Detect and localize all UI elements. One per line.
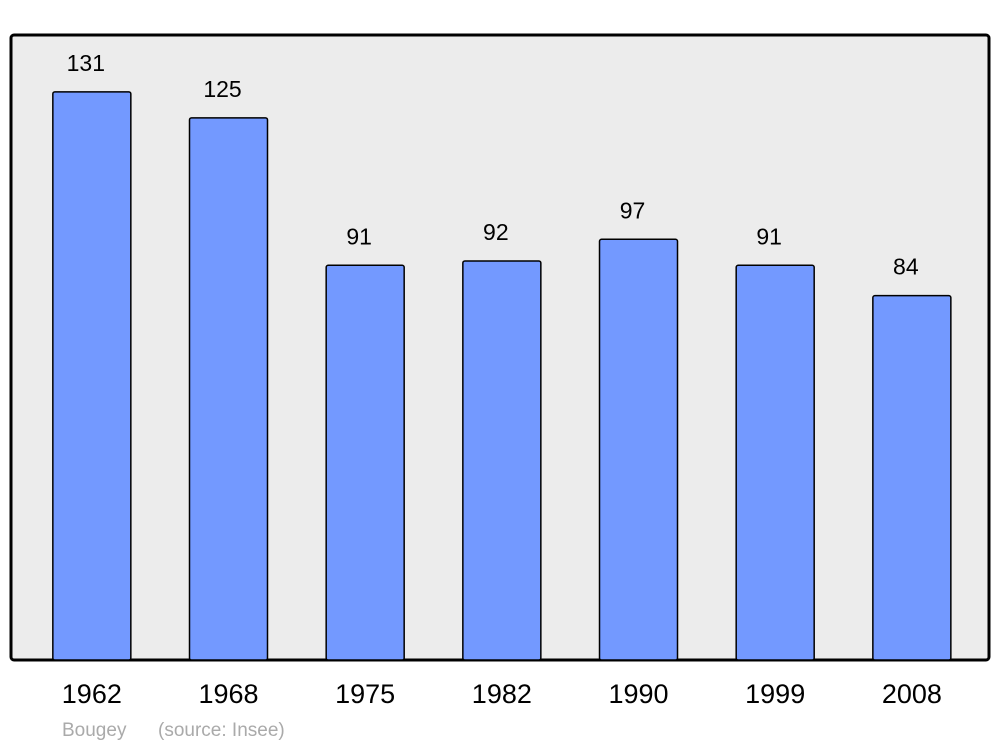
value-label: 84 xyxy=(893,254,919,280)
bar xyxy=(52,91,132,661)
value-label: 91 xyxy=(756,223,782,249)
bar xyxy=(188,117,269,661)
value-label: 92 xyxy=(483,219,509,245)
bar xyxy=(735,264,815,661)
value-label: 131 xyxy=(67,50,105,76)
bar xyxy=(598,238,679,661)
caption-place: Bougey xyxy=(62,720,127,741)
x-tick-label: 2008 xyxy=(882,679,942,709)
x-tick-label: 1962 xyxy=(62,679,122,709)
x-tick-label: 1968 xyxy=(198,679,258,709)
x-tick-label: 1982 xyxy=(472,679,532,709)
bar xyxy=(325,264,405,661)
caption-source: (source: Insee) xyxy=(158,720,285,741)
bar xyxy=(872,294,952,661)
bar xyxy=(462,260,542,661)
x-tick-label: 1975 xyxy=(335,679,395,709)
x-tick-label: 1999 xyxy=(745,679,805,709)
value-label: 97 xyxy=(620,197,646,223)
value-label: 91 xyxy=(346,223,372,249)
value-label: 125 xyxy=(203,76,241,102)
x-tick-label: 1990 xyxy=(608,679,668,709)
